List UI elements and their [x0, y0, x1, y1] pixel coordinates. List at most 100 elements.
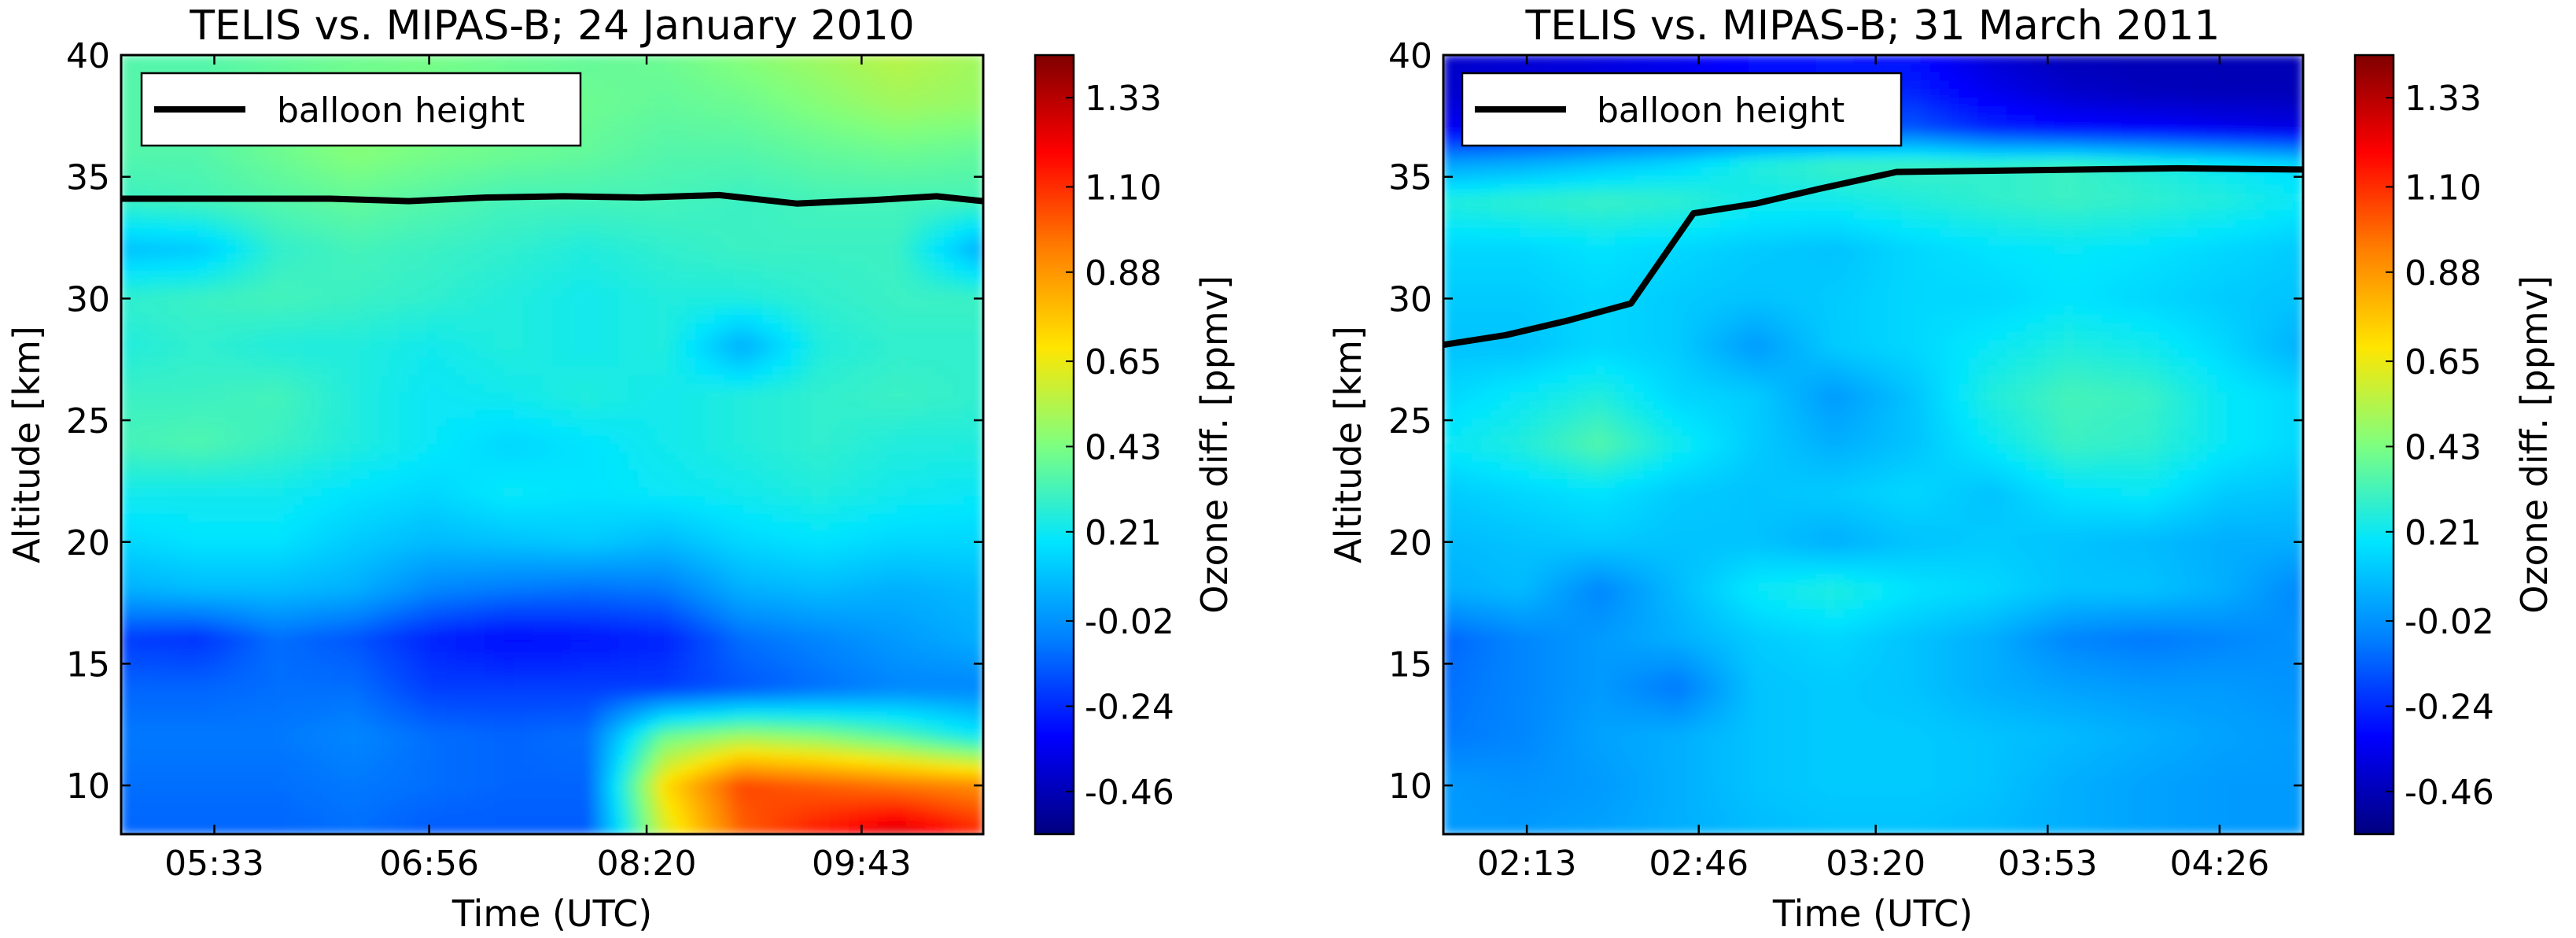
heatmap-cell — [513, 167, 524, 177]
heatmap-cell — [465, 279, 477, 290]
heatmap-cell — [494, 340, 505, 350]
heatmap-cell — [350, 401, 361, 411]
heatmap-cell — [475, 63, 486, 73]
heatmap-cell — [772, 271, 783, 281]
heatmap-cell — [513, 279, 524, 290]
heatmap-cell — [944, 435, 955, 445]
heatmap-cell — [522, 427, 534, 437]
heatmap-cell — [886, 55, 897, 65]
heatmap-cell — [235, 323, 246, 333]
heatmap-cell — [274, 279, 285, 290]
heatmap-cell — [283, 366, 294, 376]
heatmap-cell — [283, 487, 294, 497]
heatmap-cell — [781, 132, 792, 142]
heatmap-cell — [522, 504, 534, 515]
heatmap-cell — [254, 392, 266, 402]
heatmap-cell — [838, 63, 850, 73]
heatmap-cell — [705, 219, 716, 229]
heatmap-cell — [906, 55, 917, 65]
heatmap-cell — [676, 383, 687, 393]
heatmap-cell — [590, 262, 601, 272]
heatmap-cell — [235, 340, 246, 350]
heatmap-cell — [121, 331, 131, 342]
heatmap-cell — [197, 340, 208, 350]
heatmap-cell — [944, 470, 955, 480]
heatmap-cell — [503, 401, 514, 411]
heatmap-cell — [293, 271, 304, 281]
heatmap-cell — [772, 158, 783, 168]
heatmap-cell — [322, 262, 333, 272]
heatmap-cell — [838, 150, 850, 160]
heatmap-cell — [973, 331, 983, 342]
heatmap-cell — [877, 141, 888, 151]
heatmap-cell — [733, 98, 745, 108]
heatmap-cell — [944, 253, 955, 264]
heatmap-cell — [973, 513, 983, 523]
heatmap-cell — [379, 504, 390, 515]
heatmap-cell — [820, 184, 831, 194]
heatmap-cell — [829, 210, 840, 220]
heatmap-cell — [121, 210, 131, 220]
heatmap-cell — [618, 323, 629, 333]
heatmap-cell — [868, 288, 879, 298]
heatmap-cell — [743, 427, 754, 437]
heatmap-cell — [599, 513, 610, 523]
heatmap-cell — [724, 470, 735, 480]
heatmap-cell — [772, 236, 783, 246]
heatmap-cell — [446, 427, 457, 437]
heatmap-cell — [570, 470, 582, 480]
heatmap-cell — [609, 167, 620, 177]
heatmap-cell — [341, 262, 352, 272]
heatmap-cell — [533, 349, 544, 359]
heatmap-cell — [254, 314, 266, 324]
heatmap-cell — [849, 427, 860, 437]
heatmap-cell — [953, 279, 965, 290]
heatmap-cell — [666, 210, 677, 220]
heatmap-cell — [561, 150, 572, 160]
heatmap-cell — [465, 55, 477, 65]
heatmap-cell — [781, 504, 792, 515]
heatmap-cell — [781, 305, 792, 316]
heatmap-cell — [599, 279, 610, 290]
heatmap-cell — [790, 409, 802, 419]
heatmap-cell — [197, 530, 208, 541]
heatmap-cell — [359, 470, 371, 480]
heatmap-cell — [322, 401, 333, 411]
heatmap-cell — [896, 513, 908, 523]
heatmap-cell — [322, 184, 333, 194]
heatmap-cell — [341, 409, 352, 419]
heatmap-cell — [781, 150, 792, 160]
heatmap-cell — [533, 383, 544, 393]
heatmap-cell — [790, 297, 802, 307]
heatmap-cell — [772, 175, 783, 186]
heatmap-cell — [781, 513, 792, 523]
heatmap-cell — [159, 210, 170, 220]
heatmap-cell — [398, 184, 409, 194]
heatmap-cell — [829, 141, 840, 151]
heatmap-cell — [149, 297, 160, 307]
heatmap-cell — [522, 323, 534, 333]
heatmap-cell — [264, 236, 275, 246]
heatmap-cell — [590, 141, 601, 151]
heatmap-cell — [638, 470, 649, 480]
heatmap-cell — [207, 331, 218, 342]
heatmap-cell — [733, 245, 745, 255]
heatmap-cell — [695, 132, 706, 142]
heatmap-cell — [676, 124, 687, 134]
heatmap-cell — [331, 245, 342, 255]
heatmap-cell — [858, 106, 869, 116]
heatmap-cell — [790, 132, 802, 142]
heatmap-cell — [599, 522, 610, 532]
heatmap-cell — [427, 444, 438, 454]
heatmap-cell — [820, 279, 831, 290]
heatmap-cell — [437, 236, 448, 246]
heatmap-cell — [666, 89, 677, 99]
heatmap-cell — [877, 392, 888, 402]
heatmap-cell — [953, 115, 965, 125]
heatmap-cell — [647, 452, 658, 463]
heatmap-cell — [858, 175, 869, 186]
heatmap-cell — [666, 262, 677, 272]
heatmap-cell — [293, 409, 304, 419]
heatmap-cell — [178, 271, 189, 281]
heatmap-cell — [714, 106, 725, 116]
